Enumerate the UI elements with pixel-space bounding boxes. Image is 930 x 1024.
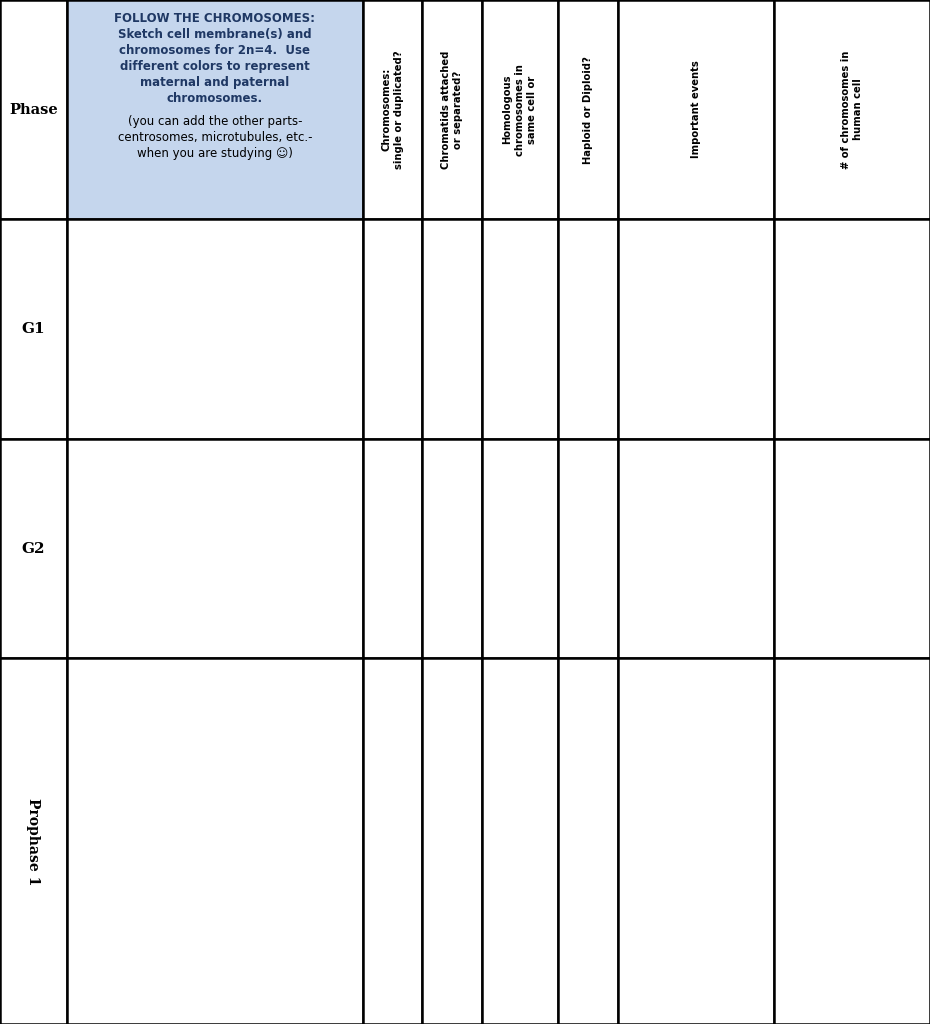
Text: FOLLOW THE CHROMOSOMES:
Sketch cell membrane(s) and
chromosomes for 2n=4.  Use
d: FOLLOW THE CHROMOSOMES: Sketch cell memb… — [114, 12, 315, 105]
Bar — [774, 219, 930, 439]
Bar — [67, 0, 363, 219]
Bar — [67, 658, 363, 1024]
Text: Haploid or Diploid?: Haploid or Diploid? — [583, 55, 592, 164]
Text: Chromosomes:
single or duplicated?: Chromosomes: single or duplicated? — [381, 50, 404, 169]
Bar — [482, 219, 558, 439]
Bar — [0, 658, 67, 1024]
Bar — [422, 0, 482, 219]
Bar — [0, 0, 67, 219]
Text: Homologous
chromosomes in
same cell or: Homologous chromosomes in same cell or — [502, 63, 538, 156]
Bar — [558, 439, 618, 658]
Bar — [618, 0, 774, 219]
Text: (you can add the other parts-
centrosomes, microtubules, etc.-
when you are stud: (you can add the other parts- centrosome… — [117, 115, 312, 160]
Bar — [774, 0, 930, 219]
Bar — [67, 439, 363, 658]
Bar — [363, 219, 422, 439]
Bar — [558, 0, 618, 219]
Text: G2: G2 — [21, 542, 46, 556]
Bar — [618, 658, 774, 1024]
Bar — [482, 439, 558, 658]
Text: Phase: Phase — [9, 102, 58, 117]
Text: Important events: Important events — [691, 60, 700, 159]
Bar — [363, 0, 422, 219]
Text: Chromatids attached
or separated?: Chromatids attached or separated? — [441, 50, 463, 169]
Bar — [558, 219, 618, 439]
Bar — [482, 658, 558, 1024]
Bar — [618, 439, 774, 658]
Bar — [422, 439, 482, 658]
Bar — [67, 219, 363, 439]
Bar — [363, 439, 422, 658]
Bar — [558, 658, 618, 1024]
Bar — [774, 658, 930, 1024]
Bar — [422, 219, 482, 439]
Bar — [482, 0, 558, 219]
Bar — [0, 439, 67, 658]
Text: # of chromosomes in
human cell: # of chromosomes in human cell — [841, 50, 863, 169]
Bar — [618, 219, 774, 439]
Bar — [363, 658, 422, 1024]
Text: G1: G1 — [21, 323, 46, 336]
Text: Prophase 1: Prophase 1 — [26, 798, 41, 885]
Bar — [422, 658, 482, 1024]
Bar — [0, 219, 67, 439]
Bar — [774, 439, 930, 658]
